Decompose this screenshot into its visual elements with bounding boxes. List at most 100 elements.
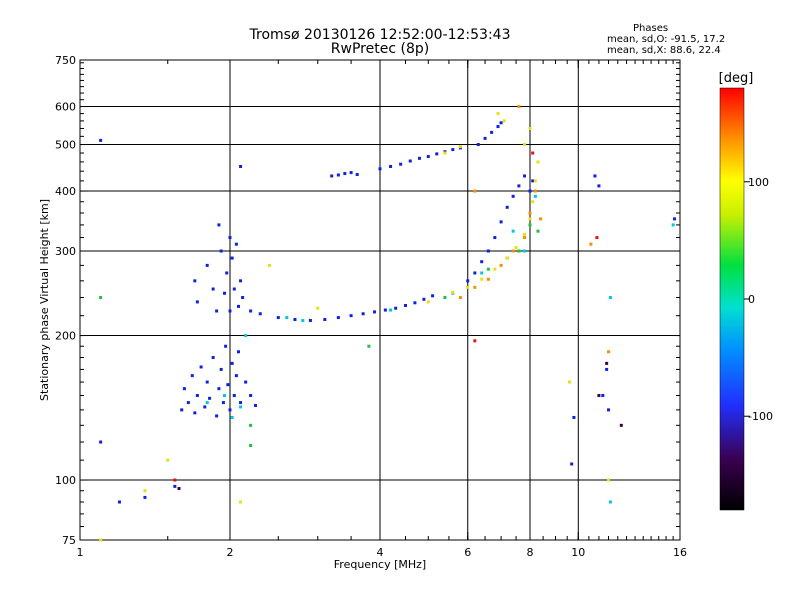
data-point — [473, 189, 477, 193]
phases-title: Phases — [633, 23, 669, 34]
data-point — [473, 271, 477, 275]
data-point — [180, 408, 184, 412]
data-point — [99, 138, 103, 142]
data-point — [528, 211, 532, 215]
data-point — [426, 300, 430, 304]
data-point — [143, 489, 147, 493]
data-point — [499, 220, 503, 224]
data-point — [230, 415, 234, 419]
y-tick-label: 400 — [55, 185, 76, 198]
data-point — [443, 296, 447, 300]
data-point — [349, 314, 353, 318]
data-point — [117, 500, 121, 504]
data-point — [244, 380, 248, 384]
data-point — [239, 500, 243, 504]
data-point — [451, 290, 455, 294]
data-point — [389, 164, 393, 168]
data-point — [301, 318, 305, 322]
data-point — [232, 287, 236, 291]
data-point — [607, 350, 611, 354]
data-point — [224, 344, 228, 348]
data-point — [223, 291, 227, 295]
data-point — [413, 301, 417, 305]
data-point — [166, 458, 170, 462]
data-point — [195, 300, 199, 304]
data-point — [531, 179, 535, 183]
data-point — [514, 246, 518, 250]
data-point — [443, 151, 447, 155]
data-point — [517, 184, 521, 188]
data-point — [234, 242, 238, 246]
data-point — [239, 279, 243, 283]
data-point — [493, 236, 497, 240]
chart-title: Tromsø 20130126 12:52:00-12:53:43 — [249, 27, 511, 43]
data-point — [523, 249, 527, 253]
data-point — [473, 339, 477, 343]
data-point — [517, 249, 521, 253]
data-point — [496, 125, 500, 129]
data-point — [249, 423, 253, 427]
x-tick-label: 16 — [673, 546, 687, 559]
data-point — [431, 294, 435, 298]
data-point — [285, 316, 289, 320]
x-tick-label: 8 — [527, 546, 534, 559]
data-point — [99, 296, 103, 300]
data-point — [458, 296, 462, 300]
x-tick-label: 4 — [377, 546, 384, 559]
colorbar-tick-label: 100 — [748, 176, 769, 189]
data-point — [234, 374, 238, 378]
data-point — [308, 318, 312, 322]
data-point — [533, 189, 537, 193]
data-point — [199, 365, 203, 369]
x-tick-label: 6 — [464, 546, 471, 559]
data-point — [211, 355, 215, 359]
chart-subtitle: RwPretec (8p) — [330, 41, 430, 57]
data-point — [536, 160, 540, 164]
data-point — [608, 296, 612, 300]
data-point — [528, 189, 532, 193]
data-point — [219, 249, 223, 253]
grid — [80, 60, 680, 540]
phases-o-stats: mean, sd,O: -91.5, 17.2 — [607, 34, 726, 45]
data-point — [217, 387, 221, 391]
data-point — [99, 538, 103, 542]
data-point — [173, 478, 177, 482]
data-point — [607, 408, 611, 412]
data-point — [486, 267, 490, 271]
data-point — [241, 296, 245, 300]
data-point — [466, 285, 470, 289]
data-point — [394, 306, 398, 310]
data-point — [205, 380, 209, 384]
data-point — [399, 162, 403, 166]
data-point — [511, 249, 515, 253]
data-point — [607, 478, 611, 482]
data-point — [493, 267, 497, 271]
data-point — [473, 285, 477, 289]
data-point — [355, 173, 359, 177]
data-point — [605, 367, 609, 371]
data-point — [502, 119, 506, 123]
data-point — [217, 223, 221, 227]
data-point — [533, 194, 537, 198]
data-point — [531, 151, 535, 155]
data-point — [336, 173, 340, 177]
data-point — [249, 309, 253, 313]
data-point — [528, 217, 532, 221]
colorbar-ticks: 100 0 -100 — [744, 176, 773, 423]
y-tick-label: 500 — [55, 139, 76, 152]
data-point — [480, 271, 484, 275]
data-point — [523, 236, 527, 240]
data-point — [597, 394, 601, 398]
data-point — [232, 394, 236, 398]
data-point — [523, 143, 527, 147]
data-point — [244, 334, 248, 338]
data-point — [193, 411, 197, 415]
data-point — [601, 394, 605, 398]
data-point — [367, 344, 371, 348]
x-axis-label: Frequency [MHz] — [334, 558, 426, 571]
data-point — [205, 401, 209, 405]
data-point — [517, 105, 521, 109]
data-point — [203, 405, 207, 409]
y-tick-label: 600 — [55, 101, 76, 114]
data-point — [225, 271, 229, 275]
